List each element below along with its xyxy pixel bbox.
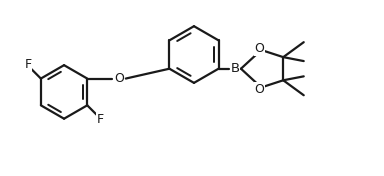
Text: O: O	[255, 83, 265, 96]
Text: B: B	[230, 62, 240, 75]
Text: O: O	[255, 42, 265, 55]
Text: O: O	[114, 72, 124, 85]
Text: F: F	[97, 113, 104, 126]
Text: F: F	[24, 58, 31, 71]
